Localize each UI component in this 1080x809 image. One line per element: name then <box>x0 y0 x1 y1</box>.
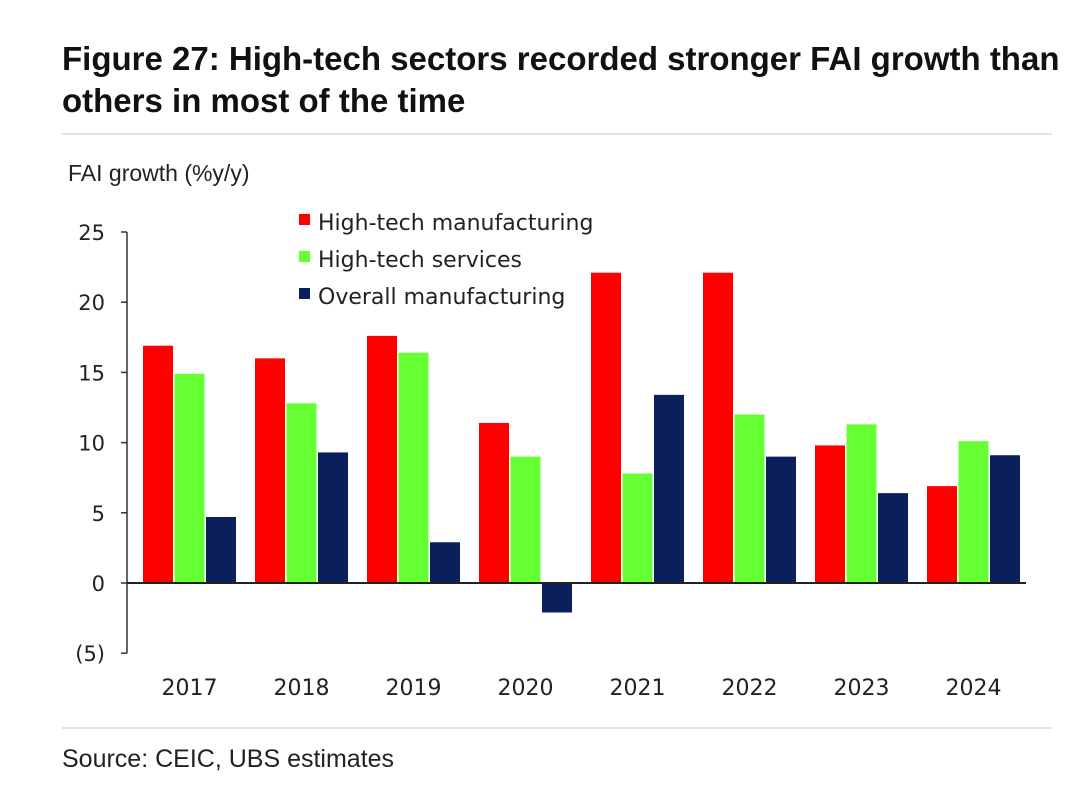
y-tick-label: 15 <box>78 361 105 385</box>
bar-overall-manufacturing-2022 <box>766 456 796 583</box>
bar-overall-manufacturing-2021 <box>654 394 684 583</box>
y-tick-label: 5 <box>92 502 105 526</box>
top-divider <box>62 133 1052 135</box>
x-tick-label: 2021 <box>610 676 666 701</box>
legend-label: Overall manufacturing <box>318 285 565 310</box>
x-tick-label: 2018 <box>274 676 330 701</box>
x-tick-label: 2019 <box>386 676 442 701</box>
bottom-divider <box>62 727 1052 729</box>
x-tick-label: 2020 <box>498 676 554 701</box>
bar-overall-manufacturing-2024 <box>990 455 1020 583</box>
y-tick-label: 20 <box>78 291 105 315</box>
bar-high-tech-services-2023 <box>846 424 877 583</box>
source-note: Source: CEIC, UBS estimates <box>62 745 395 773</box>
bar-high-tech-manufacturing-2022 <box>703 272 733 583</box>
bar-high-tech-manufacturing-2017 <box>143 345 173 583</box>
bar-high-tech-manufacturing-2019 <box>367 335 397 583</box>
bar-high-tech-manufacturing-2023 <box>815 445 845 583</box>
x-tick-label: 2017 <box>162 676 218 701</box>
y-tick-label: 0 <box>92 572 105 596</box>
bar-high-tech-services-2022 <box>734 414 765 583</box>
bar-high-tech-services-2018 <box>286 403 317 583</box>
bar-high-tech-manufacturing-2018 <box>255 358 285 583</box>
x-tick-label: 2023 <box>834 676 890 701</box>
legend-label: High-tech services <box>318 248 522 273</box>
legend-swatch <box>299 288 310 299</box>
bar-high-tech-manufacturing-2020 <box>479 422 509 583</box>
bar-high-tech-manufacturing-2024 <box>927 486 957 583</box>
x-tick-label: 2022 <box>722 676 778 701</box>
legend-swatch <box>299 214 310 225</box>
bar-high-tech-services-2017 <box>174 373 205 583</box>
bar-high-tech-services-2024 <box>958 441 989 583</box>
y-tick-label: 25 <box>78 221 105 245</box>
y-tick-label: 10 <box>78 432 105 456</box>
bar-overall-manufacturing-2019 <box>430 542 460 583</box>
bar-high-tech-services-2019 <box>398 352 429 583</box>
y-axis-label: FAI growth (%y/y) <box>68 160 250 186</box>
legend-label: High-tech manufacturing <box>318 211 593 236</box>
bar-high-tech-manufacturing-2021 <box>591 272 621 583</box>
y-tick-label: (5) <box>75 642 105 666</box>
bar-overall-manufacturing-2017 <box>206 517 236 583</box>
bar-high-tech-services-2020 <box>510 456 541 583</box>
bar-high-tech-services-2021 <box>622 473 653 583</box>
bar-overall-manufacturing-2018 <box>318 452 348 583</box>
legend-swatch <box>299 251 310 262</box>
bar-overall-manufacturing-2020 <box>542 583 572 613</box>
x-tick-label: 2024 <box>946 676 1002 701</box>
bar-overall-manufacturing-2023 <box>878 493 908 583</box>
figure-title: Figure 27: High-tech sectors recorded st… <box>62 40 1060 119</box>
